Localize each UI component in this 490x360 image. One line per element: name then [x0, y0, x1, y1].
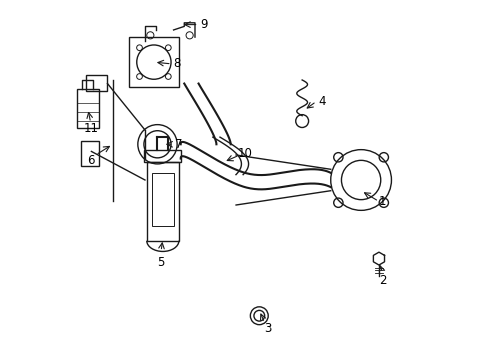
Text: 5: 5: [157, 256, 165, 269]
Text: 9: 9: [200, 18, 208, 31]
Text: 1: 1: [379, 195, 386, 208]
Bar: [81, 141, 98, 166]
Text: 3: 3: [265, 322, 272, 335]
Bar: [144, 150, 181, 162]
Bar: [152, 173, 173, 226]
Text: 4: 4: [318, 95, 325, 108]
Text: 10: 10: [238, 148, 252, 161]
Bar: [86, 75, 107, 91]
Text: 7: 7: [175, 138, 183, 151]
Text: 2: 2: [379, 274, 386, 287]
Bar: [129, 37, 179, 87]
Text: 6: 6: [87, 154, 95, 167]
Bar: [77, 89, 98, 128]
Text: 8: 8: [173, 57, 181, 71]
Text: 11: 11: [83, 122, 98, 135]
Bar: [147, 162, 179, 241]
